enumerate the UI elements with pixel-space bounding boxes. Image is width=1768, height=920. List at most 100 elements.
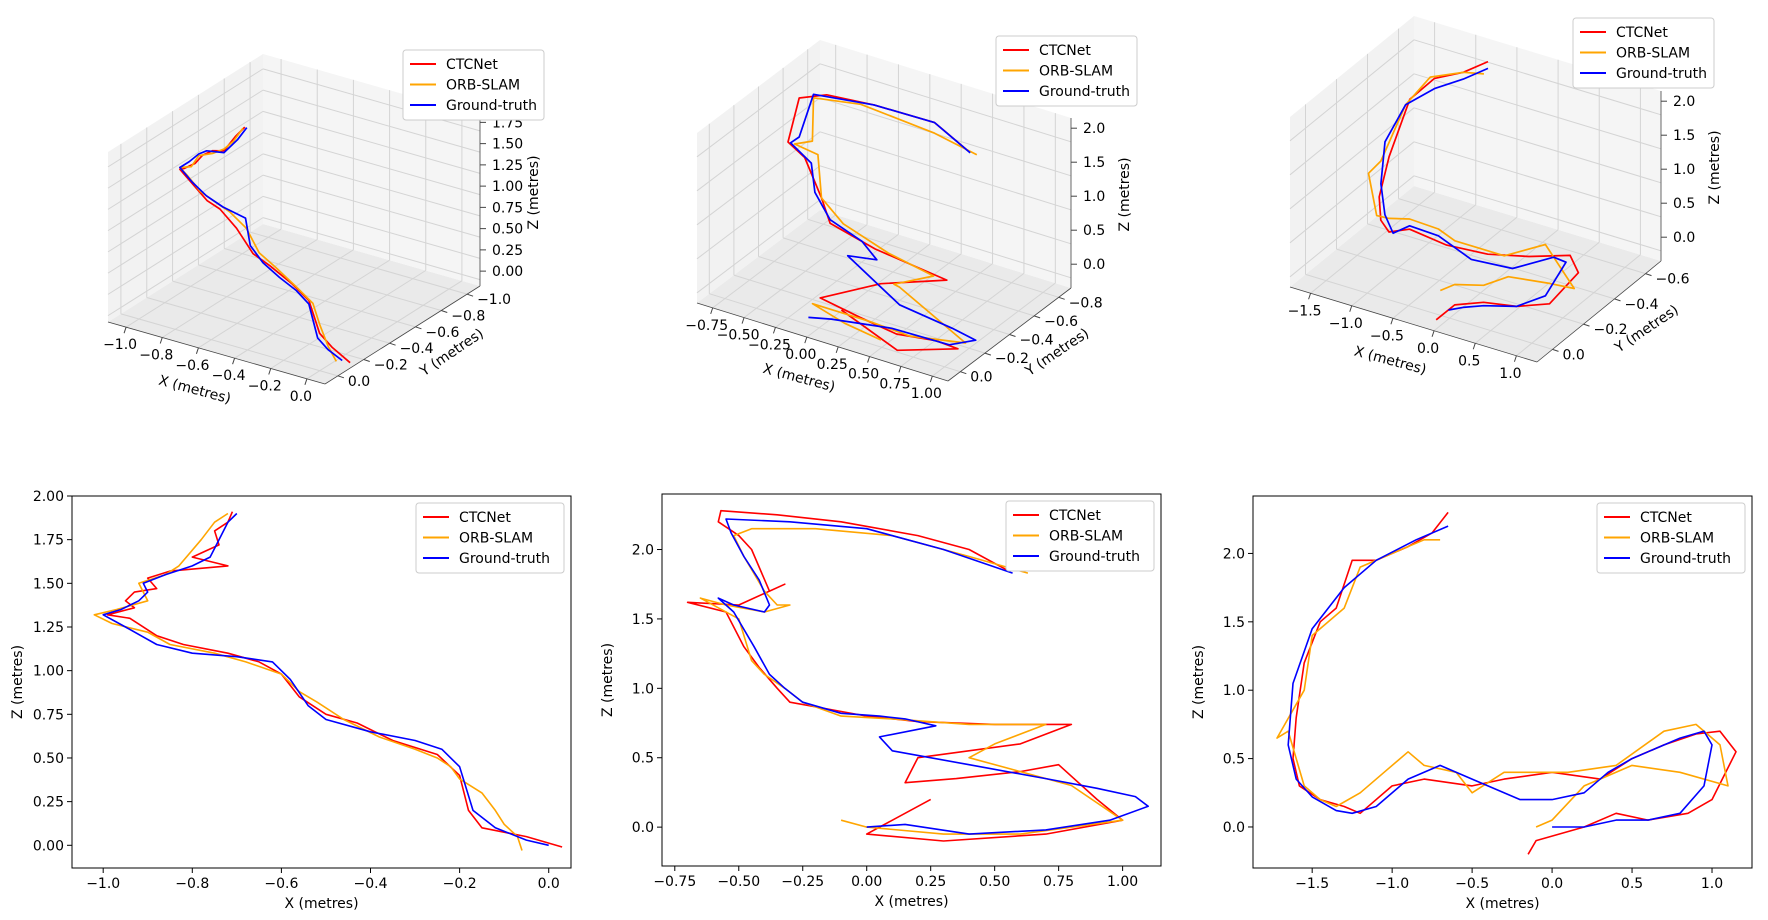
grid-line	[1289, 107, 1415, 210]
x-axis-line	[107, 321, 326, 385]
x-tick-label: −1.5	[1288, 303, 1322, 319]
series-orb-slam	[699, 527, 1124, 835]
plot-frame	[1252, 495, 1753, 869]
z-tick-label: 2.0	[1673, 94, 1695, 110]
x-tick-label: −1.5	[1295, 876, 1329, 892]
x-tick-mark	[710, 307, 714, 315]
x-tick-mark	[1308, 293, 1312, 300]
grid-line	[172, 280, 390, 344]
grid-line	[1289, 141, 1415, 244]
y-tick-label: 0.75	[33, 707, 64, 723]
left-pane	[1290, 16, 1414, 287]
floor-pane	[1290, 186, 1661, 362]
floor-pane	[108, 224, 480, 384]
series-orb-slam	[1276, 538, 1729, 828]
grid-line	[262, 89, 481, 153]
x-tick-label: 0.0	[538, 876, 560, 892]
chart-bottom-right: −1.5 −1.0 −0.5 0.0 0.5 1.0 0.0 0.5 1.0 1.5 2.0 X (m…	[1191, 495, 1753, 912]
y-tick-label: 1.5	[632, 612, 654, 628]
bottom-right-legend-box	[1596, 502, 1746, 574]
x-tick-label: −0.8	[139, 348, 173, 364]
grid-line	[696, 63, 821, 158]
grid-line	[1413, 73, 1662, 150]
x-tick-label: 0.50	[848, 367, 879, 383]
y-tick-label: 1.75	[33, 533, 64, 549]
z-tick-label: 0.00	[492, 264, 523, 280]
bottom-left-legend-box	[415, 502, 565, 574]
x-tick-mark	[772, 327, 776, 334]
x-tick-label: −0.75	[653, 874, 696, 890]
y-tick-mark	[1614, 298, 1621, 302]
y-tick-label: −0.8	[1069, 295, 1103, 311]
grid-line	[1413, 39, 1662, 116]
chart-bottom-left: −1.0 −0.8 −0.6 −0.4 −0.2 0.0 0.00 0.25 0.50 0.75 1…	[10, 489, 572, 912]
grid-line	[306, 280, 463, 380]
y-tick-label: 2.00	[33, 489, 64, 505]
x-tick-mark	[898, 366, 902, 373]
grid-line	[262, 132, 481, 196]
grid-line	[1336, 248, 1584, 325]
grid-line	[1289, 39, 1415, 142]
y-axis-label: Z (metres)	[10, 645, 26, 719]
y-tick-mark	[1645, 273, 1652, 277]
y-tick-label: 0.5	[632, 751, 654, 767]
x-tick-mark	[1349, 305, 1353, 312]
x-tick-label: −0.6	[264, 876, 298, 892]
x-tick-label: −0.25	[748, 337, 791, 353]
x-tick-label: 0.25	[915, 874, 946, 890]
x-tick-mark	[1472, 343, 1476, 350]
grid-line	[1413, 141, 1662, 218]
x-tick-label: 1.00	[911, 386, 942, 402]
y-tick-mark	[984, 352, 992, 356]
y-tick-label: −0.2	[995, 351, 1029, 367]
y-tick-label: 1.25	[33, 620, 64, 636]
y-tick-label: 0.50	[33, 751, 64, 767]
y-tick-label: 0.0	[970, 370, 992, 386]
grid-line	[696, 165, 821, 260]
x-tick-label: 0.75	[879, 376, 910, 392]
bottom-right-legend-label: CTCNet	[1640, 510, 1692, 526]
x-tick-mark	[741, 317, 745, 324]
bottom-center-legend-label: ORB-SLAM	[1049, 529, 1123, 545]
x-tick-label: −0.4	[354, 876, 388, 892]
x-tick-label: −0.6	[175, 358, 209, 374]
y-axis-line	[1536, 260, 1662, 363]
grid-line	[107, 89, 264, 189]
z-tick-label: 1.5	[1083, 155, 1105, 171]
x-axis-label: X (metres)	[284, 896, 358, 912]
z-tick-label: 0.0	[1673, 230, 1695, 246]
y-tick-label: 0.0	[632, 820, 654, 836]
x-tick-label: −0.4	[212, 368, 246, 384]
bottom-right-legend-label: Ground-truth	[1640, 551, 1731, 567]
bottom-center-legend-label: CTCNet	[1049, 508, 1101, 524]
bottom-left-legend-label: Ground-truth	[459, 551, 550, 567]
y-tick-label: 1.0	[1223, 683, 1245, 699]
grid-line	[262, 110, 481, 174]
x-tick-mark	[929, 375, 933, 383]
grid-line	[198, 249, 354, 349]
y-tick-label: 0.0	[1563, 347, 1585, 363]
x-tick-mark	[1390, 318, 1394, 325]
grid-line	[1474, 241, 1600, 344]
x-tick-mark	[123, 327, 127, 334]
y-tick-mark	[1058, 296, 1065, 300]
grid-line	[696, 199, 821, 294]
x-tick-label: 0.00	[851, 874, 882, 890]
x-tick-mark	[867, 356, 871, 363]
series-orb-slam	[793, 96, 978, 344]
grid-line	[107, 153, 264, 253]
top-right-legend-label: CTCNet	[1616, 25, 1668, 41]
x-tick-label: −0.2	[248, 379, 282, 395]
top-right-legend-box	[1572, 17, 1715, 89]
y-tick-mark	[1033, 315, 1041, 319]
z-tick-label: 0.25	[492, 243, 523, 259]
top-center-legend-label: ORB-SLAM	[1039, 64, 1113, 80]
y-tick-label: −1.0	[477, 292, 511, 308]
y-tick-label: 0.25	[33, 795, 64, 811]
x-tick-label: 0.0	[1541, 876, 1563, 892]
chart-top-left: −1.0−0.8−0.6−0.4−0.20.00.0−0.2−0.4−0.6−0…	[103, 49, 545, 407]
series-ground-truth	[102, 512, 549, 847]
bottom-left-legend-label: ORB-SLAM	[459, 531, 533, 547]
z-tick-label: 1.0	[1673, 162, 1695, 178]
grid-line	[819, 63, 1072, 143]
